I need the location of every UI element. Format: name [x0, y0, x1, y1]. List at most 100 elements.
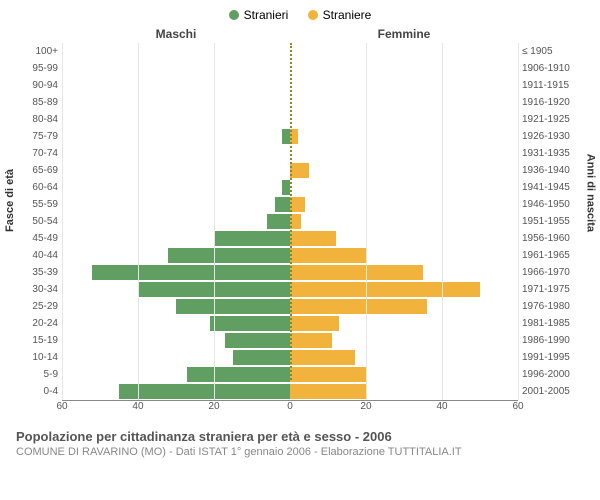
birth-label: 1916-1920 [522, 94, 570, 111]
bar-female [290, 367, 366, 382]
birth-label: 1976-1980 [522, 298, 570, 315]
birth-label: 1996-2000 [522, 366, 570, 383]
header-female: Femmine [290, 27, 518, 41]
age-label: 25-29 [32, 298, 58, 315]
age-label: 80-84 [32, 111, 58, 128]
bar-female [290, 384, 366, 399]
birth-label: ≤ 1905 [522, 43, 553, 60]
bar-male [282, 129, 290, 144]
bar-male [214, 231, 290, 246]
x-tick: 40 [132, 401, 143, 412]
chart-title: Popolazione per cittadinanza straniera p… [16, 429, 584, 444]
gridline [62, 43, 63, 400]
age-label: 0-4 [44, 383, 58, 400]
age-label: 30-34 [32, 281, 58, 298]
x-tick: 20 [208, 401, 219, 412]
age-label: 70-74 [32, 145, 58, 162]
bar-male [119, 384, 290, 399]
x-tick: 20 [360, 401, 371, 412]
birth-label: 1951-1955 [522, 213, 570, 230]
legend-label-female: Straniere [323, 8, 372, 22]
age-label: 50-54 [32, 213, 58, 230]
birth-label: 1936-1940 [522, 162, 570, 179]
y-axis-right-title: Anni di nascita [584, 154, 596, 232]
age-label: 75-79 [32, 128, 58, 145]
birth-label: 1956-1960 [522, 230, 570, 247]
gridline [366, 43, 367, 400]
gridline [518, 43, 519, 400]
bar-female [290, 333, 332, 348]
birth-label: 1961-1965 [522, 247, 570, 264]
bar-male [168, 248, 290, 263]
bar-female [290, 350, 355, 365]
birth-label: 1906-1910 [522, 60, 570, 77]
birth-label: 1911-1915 [522, 77, 569, 94]
age-label: 85-89 [32, 94, 58, 111]
bar-male [176, 299, 290, 314]
age-label: 20-24 [32, 315, 58, 332]
age-label: 55-59 [32, 196, 58, 213]
x-tick: 0 [287, 401, 293, 412]
birth-label: 1966-1970 [522, 264, 570, 281]
birth-label: 1986-1990 [522, 332, 570, 349]
legend: Stranieri Straniere [16, 8, 584, 23]
legend-item-female: Straniere [308, 8, 372, 22]
age-label: 60-64 [32, 179, 58, 196]
age-label: 5-9 [44, 366, 58, 383]
birth-label: 1931-1935 [522, 145, 570, 162]
bar-female [290, 197, 305, 212]
birth-label: 1946-1950 [522, 196, 570, 213]
age-label: 15-19 [32, 332, 58, 349]
age-labels: 100+95-9990-9485-8980-8475-7970-7465-696… [16, 43, 62, 421]
age-label: 10-14 [32, 349, 58, 366]
birth-year-labels: ≤ 19051906-19101911-19151916-19201921-19… [518, 43, 584, 421]
bar-female [290, 316, 339, 331]
bar-male [187, 367, 290, 382]
bar-male [267, 214, 290, 229]
header-male: Maschi [62, 27, 290, 41]
bar-male [210, 316, 290, 331]
age-label: 90-94 [32, 77, 58, 94]
y-axis-left-title: Fasce di età [4, 169, 16, 232]
circle-icon [229, 10, 239, 20]
birth-label: 1926-1930 [522, 128, 570, 145]
birth-label: 1971-1975 [522, 281, 570, 298]
x-tick: 60 [512, 401, 523, 412]
birth-label: 2001-2005 [522, 383, 570, 400]
plot-area: 6040200204060 [62, 43, 518, 421]
chart-subtitle: COMUNE DI RAVARINO (MO) - Dati ISTAT 1° … [16, 446, 584, 458]
gridline [138, 43, 139, 400]
bar-male [233, 350, 290, 365]
pyramid-chart: Fasce di età Anni di nascita 100+95-9990… [16, 43, 584, 421]
bar-female [290, 282, 480, 297]
age-label: 40-44 [32, 247, 58, 264]
bar-female [290, 231, 336, 246]
x-tick: 40 [436, 401, 447, 412]
age-label: 35-39 [32, 264, 58, 281]
birth-label: 1991-1995 [522, 349, 570, 366]
bar-female [290, 248, 366, 263]
pyramid-row [62, 383, 518, 400]
gridline [442, 43, 443, 400]
x-axis: 6040200204060 [62, 401, 518, 421]
age-label: 95-99 [32, 60, 58, 77]
bar-female [290, 299, 427, 314]
birth-label: 1941-1945 [522, 179, 570, 196]
bar-female [290, 163, 309, 178]
bar-male [92, 265, 290, 280]
circle-icon [308, 10, 318, 20]
legend-label-male: Stranieri [244, 8, 289, 22]
bar-female [290, 265, 423, 280]
bar-male [225, 333, 290, 348]
gridline [214, 43, 215, 400]
bar-male [282, 180, 290, 195]
bar-male [275, 197, 290, 212]
age-label: 45-49 [32, 230, 58, 247]
center-axis [290, 43, 292, 380]
x-tick: 60 [56, 401, 67, 412]
birth-label: 1981-1985 [522, 315, 570, 332]
age-label: 65-69 [32, 162, 58, 179]
age-label: 100+ [35, 43, 58, 60]
legend-item-male: Stranieri [229, 8, 289, 22]
birth-label: 1921-1925 [522, 111, 570, 128]
